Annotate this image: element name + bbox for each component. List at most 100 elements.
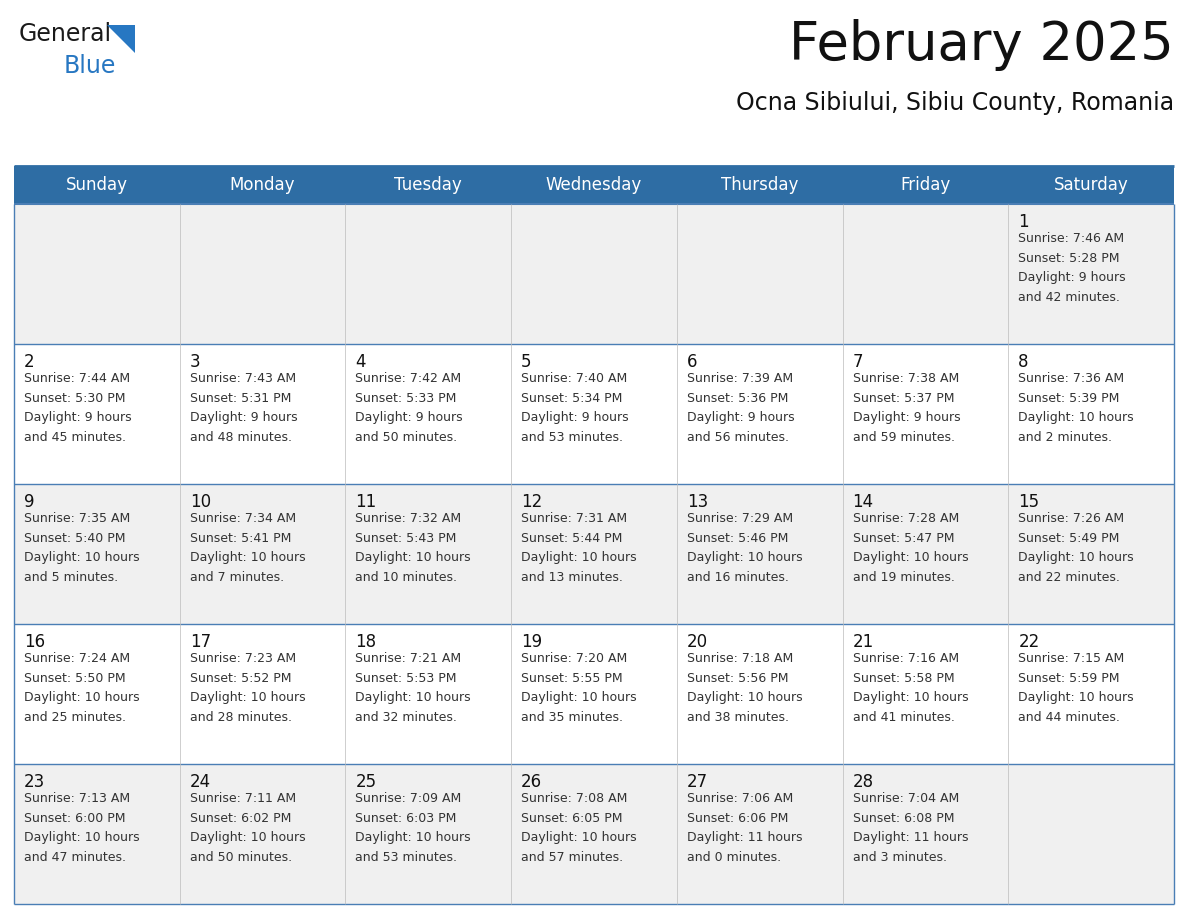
Text: Sunset: 6:05 PM: Sunset: 6:05 PM	[522, 812, 623, 825]
Text: Daylight: 10 hours: Daylight: 10 hours	[687, 691, 802, 704]
Text: Daylight: 10 hours: Daylight: 10 hours	[24, 691, 140, 704]
Text: Daylight: 9 hours: Daylight: 9 hours	[853, 411, 960, 424]
Text: Sunrise: 7:29 AM: Sunrise: 7:29 AM	[687, 512, 792, 525]
Text: Tuesday: Tuesday	[394, 176, 462, 194]
Text: Daylight: 10 hours: Daylight: 10 hours	[190, 832, 305, 845]
Text: 28: 28	[853, 773, 873, 791]
Text: and 57 minutes.: and 57 minutes.	[522, 851, 624, 864]
Text: Daylight: 10 hours: Daylight: 10 hours	[522, 691, 637, 704]
Text: and 22 minutes.: and 22 minutes.	[1018, 571, 1120, 584]
Text: Sunset: 5:36 PM: Sunset: 5:36 PM	[687, 392, 788, 405]
Text: Daylight: 10 hours: Daylight: 10 hours	[1018, 411, 1133, 424]
Text: Sunset: 5:37 PM: Sunset: 5:37 PM	[853, 392, 954, 405]
Text: 26: 26	[522, 773, 542, 791]
Text: Sunset: 5:46 PM: Sunset: 5:46 PM	[687, 532, 788, 545]
Text: 24: 24	[190, 773, 210, 791]
Text: Sunset: 5:53 PM: Sunset: 5:53 PM	[355, 672, 457, 685]
Text: and 19 minutes.: and 19 minutes.	[853, 571, 954, 584]
Text: Daylight: 10 hours: Daylight: 10 hours	[522, 552, 637, 565]
Text: Sunset: 5:47 PM: Sunset: 5:47 PM	[853, 532, 954, 545]
Text: and 35 minutes.: and 35 minutes.	[522, 711, 624, 724]
Text: Daylight: 9 hours: Daylight: 9 hours	[522, 411, 628, 424]
Text: and 0 minutes.: and 0 minutes.	[687, 851, 781, 864]
Text: Daylight: 10 hours: Daylight: 10 hours	[355, 832, 472, 845]
Text: Monday: Monday	[229, 176, 296, 194]
Text: 2: 2	[24, 353, 34, 371]
Text: Daylight: 10 hours: Daylight: 10 hours	[355, 691, 472, 704]
Text: Sunrise: 7:34 AM: Sunrise: 7:34 AM	[190, 512, 296, 525]
Text: 9: 9	[24, 493, 34, 511]
Text: 1: 1	[1018, 213, 1029, 231]
Text: Sunrise: 7:28 AM: Sunrise: 7:28 AM	[853, 512, 959, 525]
Text: and 2 minutes.: and 2 minutes.	[1018, 431, 1112, 444]
Text: Thursday: Thursday	[721, 176, 798, 194]
Text: February 2025: February 2025	[789, 19, 1174, 71]
Text: 18: 18	[355, 633, 377, 651]
Text: and 42 minutes.: and 42 minutes.	[1018, 291, 1120, 304]
Text: and 50 minutes.: and 50 minutes.	[190, 851, 292, 864]
Text: Daylight: 10 hours: Daylight: 10 hours	[1018, 691, 1133, 704]
Text: and 53 minutes.: and 53 minutes.	[522, 431, 624, 444]
Text: Sunrise: 7:39 AM: Sunrise: 7:39 AM	[687, 373, 792, 386]
Text: Daylight: 10 hours: Daylight: 10 hours	[687, 552, 802, 565]
Text: Sunset: 5:44 PM: Sunset: 5:44 PM	[522, 532, 623, 545]
Text: 14: 14	[853, 493, 873, 511]
Text: Daylight: 9 hours: Daylight: 9 hours	[687, 411, 795, 424]
Text: Daylight: 10 hours: Daylight: 10 hours	[853, 691, 968, 704]
Text: Daylight: 10 hours: Daylight: 10 hours	[853, 552, 968, 565]
Text: and 5 minutes.: and 5 minutes.	[24, 571, 118, 584]
Text: 15: 15	[1018, 493, 1040, 511]
Text: Sunrise: 7:38 AM: Sunrise: 7:38 AM	[853, 373, 959, 386]
Text: Daylight: 9 hours: Daylight: 9 hours	[24, 411, 132, 424]
Text: and 45 minutes.: and 45 minutes.	[24, 431, 126, 444]
Text: Sunrise: 7:36 AM: Sunrise: 7:36 AM	[1018, 373, 1124, 386]
Text: Sunrise: 7:06 AM: Sunrise: 7:06 AM	[687, 792, 794, 805]
Text: Blue: Blue	[64, 54, 116, 78]
Text: Sunrise: 7:20 AM: Sunrise: 7:20 AM	[522, 653, 627, 666]
Text: 12: 12	[522, 493, 543, 511]
Text: Saturday: Saturday	[1054, 176, 1129, 194]
Text: 22: 22	[1018, 633, 1040, 651]
Text: Daylight: 10 hours: Daylight: 10 hours	[190, 552, 305, 565]
Text: Friday: Friday	[901, 176, 950, 194]
Text: 6: 6	[687, 353, 697, 371]
Text: Sunset: 6:03 PM: Sunset: 6:03 PM	[355, 812, 457, 825]
Text: and 13 minutes.: and 13 minutes.	[522, 571, 623, 584]
Text: Sunset: 5:52 PM: Sunset: 5:52 PM	[190, 672, 291, 685]
Text: and 28 minutes.: and 28 minutes.	[190, 711, 292, 724]
Text: Daylight: 10 hours: Daylight: 10 hours	[24, 832, 140, 845]
Text: Sunset: 5:59 PM: Sunset: 5:59 PM	[1018, 672, 1120, 685]
Text: Daylight: 10 hours: Daylight: 10 hours	[1018, 552, 1133, 565]
Text: and 3 minutes.: and 3 minutes.	[853, 851, 947, 864]
Text: Sunrise: 7:46 AM: Sunrise: 7:46 AM	[1018, 232, 1124, 245]
Text: 5: 5	[522, 353, 532, 371]
Text: 11: 11	[355, 493, 377, 511]
Text: 16: 16	[24, 633, 45, 651]
Text: Sunrise: 7:35 AM: Sunrise: 7:35 AM	[24, 512, 131, 525]
Text: and 59 minutes.: and 59 minutes.	[853, 431, 955, 444]
Text: Sunrise: 7:43 AM: Sunrise: 7:43 AM	[190, 373, 296, 386]
Bar	[14, 764, 1174, 904]
Text: Ocna Sibiului, Sibiu County, Romania: Ocna Sibiului, Sibiu County, Romania	[735, 91, 1174, 115]
Text: 20: 20	[687, 633, 708, 651]
Bar	[14, 484, 1174, 624]
Text: Daylight: 10 hours: Daylight: 10 hours	[24, 552, 140, 565]
Text: Sunset: 6:02 PM: Sunset: 6:02 PM	[190, 812, 291, 825]
Text: Sunset: 6:06 PM: Sunset: 6:06 PM	[687, 812, 788, 825]
Text: Daylight: 10 hours: Daylight: 10 hours	[355, 552, 472, 565]
Bar	[14, 344, 1174, 484]
Text: Sunset: 5:30 PM: Sunset: 5:30 PM	[24, 392, 126, 405]
Text: Sunday: Sunday	[65, 176, 128, 194]
Text: Sunset: 5:41 PM: Sunset: 5:41 PM	[190, 532, 291, 545]
Text: Sunrise: 7:42 AM: Sunrise: 7:42 AM	[355, 373, 462, 386]
Text: and 25 minutes.: and 25 minutes.	[24, 711, 126, 724]
Bar	[14, 166, 1174, 204]
Text: 4: 4	[355, 353, 366, 371]
Text: Sunset: 5:28 PM: Sunset: 5:28 PM	[1018, 252, 1120, 265]
Text: and 41 minutes.: and 41 minutes.	[853, 711, 954, 724]
Text: Daylight: 11 hours: Daylight: 11 hours	[687, 832, 802, 845]
Text: Sunrise: 7:15 AM: Sunrise: 7:15 AM	[1018, 653, 1125, 666]
Bar	[14, 204, 1174, 344]
Text: and 10 minutes.: and 10 minutes.	[355, 571, 457, 584]
Text: and 32 minutes.: and 32 minutes.	[355, 711, 457, 724]
